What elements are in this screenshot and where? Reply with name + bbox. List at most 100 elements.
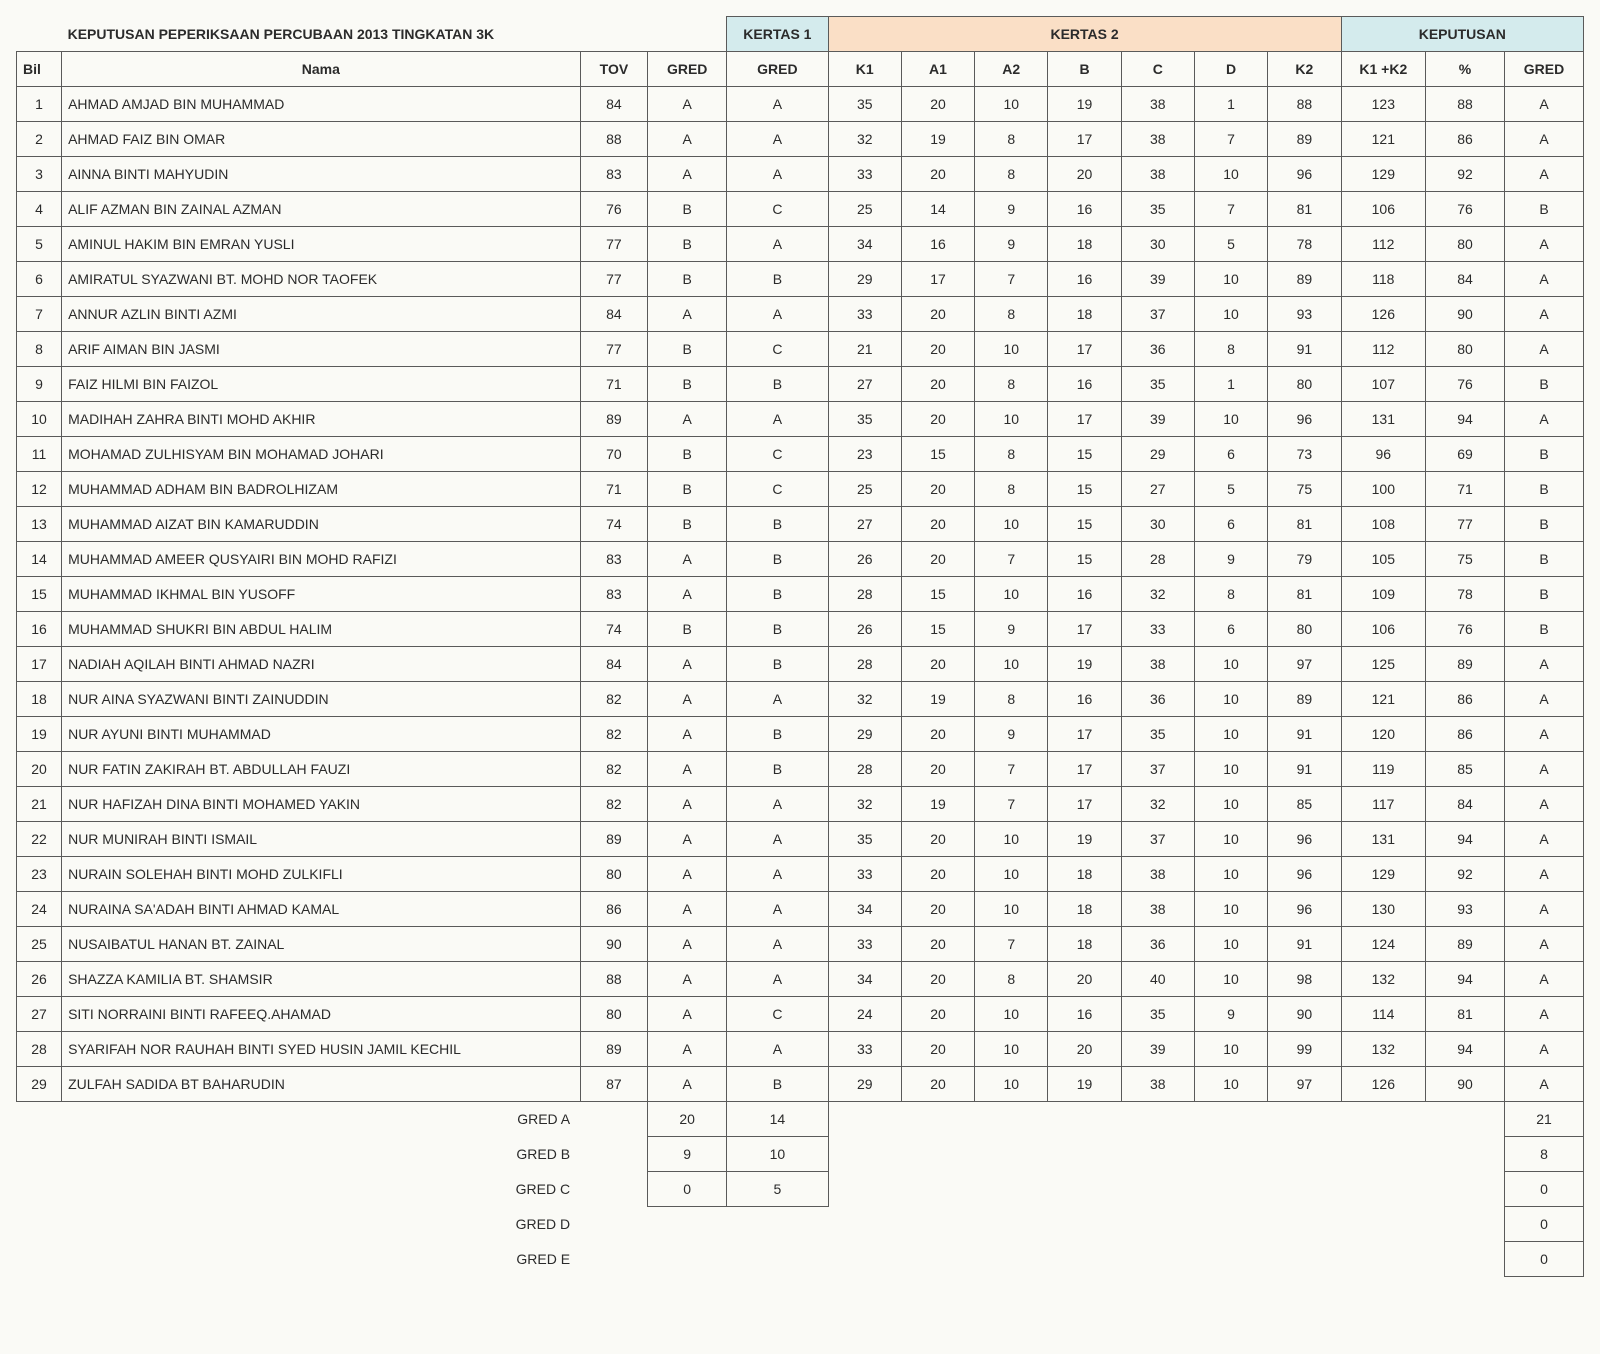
col-c: C — [1121, 52, 1194, 87]
cell-k1: 33 — [828, 297, 901, 332]
cell-fg: A — [1504, 997, 1583, 1032]
cell-k1g: C — [727, 332, 828, 367]
cell-tg: A — [648, 857, 727, 892]
cell-k1g: A — [727, 682, 828, 717]
cell-b: 16 — [1048, 192, 1121, 227]
cell-bil: 10 — [17, 402, 62, 437]
cell-tov: 77 — [580, 227, 648, 262]
cell-c: 38 — [1121, 857, 1194, 892]
cell-pct: 84 — [1426, 262, 1505, 297]
cell-a1: 20 — [901, 717, 974, 752]
cell-k1g: B — [727, 612, 828, 647]
cell-tov: 83 — [580, 542, 648, 577]
cell-fg: A — [1504, 682, 1583, 717]
cell-bil: 27 — [17, 997, 62, 1032]
cell-k1: 26 — [828, 612, 901, 647]
cell-d: 1 — [1194, 87, 1267, 122]
page-title: KEPUTUSAN PEPERIKSAAN PERCUBAAN 2013 TIN… — [62, 17, 727, 52]
cell-a1: 19 — [901, 122, 974, 157]
summary-k1-a: 14 — [727, 1102, 828, 1137]
cell-bil: 16 — [17, 612, 62, 647]
summary-label: GRED E — [62, 1242, 581, 1277]
cell-sum: 112 — [1341, 227, 1426, 262]
cell-a2: 10 — [975, 87, 1048, 122]
cell-name: NUR AINA SYAZWANI BINTI ZAINUDDIN — [62, 682, 581, 717]
cell-a2: 10 — [975, 997, 1048, 1032]
cell-k2: 79 — [1268, 542, 1341, 577]
cell-fg: A — [1504, 402, 1583, 437]
cell-k1g: A — [727, 857, 828, 892]
cell-name: AHMAD FAIZ BIN OMAR — [62, 122, 581, 157]
cell-tg: A — [648, 717, 727, 752]
cell-d: 10 — [1194, 262, 1267, 297]
cell-tov: 84 — [580, 647, 648, 682]
col-pct: % — [1426, 52, 1505, 87]
cell-sum: 106 — [1341, 612, 1426, 647]
cell-k2: 81 — [1268, 507, 1341, 542]
cell-a1: 15 — [901, 577, 974, 612]
cell-sum: 112 — [1341, 332, 1426, 367]
table-row: 20NUR FATIN ZAKIRAH BT. ABDULLAH FAUZI82… — [17, 752, 1584, 787]
cell-name: AINNA BINTI MAHYUDIN — [62, 157, 581, 192]
cell-a2: 10 — [975, 892, 1048, 927]
cell-b: 15 — [1048, 542, 1121, 577]
cell-name: MADIHAH ZAHRA BINTI MOHD AKHIR — [62, 402, 581, 437]
cell-a2: 10 — [975, 1067, 1048, 1102]
cell-fg: A — [1504, 122, 1583, 157]
cell-fg: A — [1504, 227, 1583, 262]
col-gred: GRED — [648, 52, 727, 87]
cell-sum: 107 — [1341, 367, 1426, 402]
cell-b: 17 — [1048, 612, 1121, 647]
table-row: 22NUR MUNIRAH BINTI ISMAIL89AA3520101937… — [17, 822, 1584, 857]
cell-tov: 89 — [580, 1032, 648, 1067]
cell-k1: 34 — [828, 892, 901, 927]
cell-tg: A — [648, 927, 727, 962]
cell-fg: A — [1504, 1032, 1583, 1067]
cell-tg: A — [648, 577, 727, 612]
cell-a1: 20 — [901, 297, 974, 332]
col-a2: A2 — [975, 52, 1048, 87]
cell-name: ALIF AZMAN BIN ZAINAL AZMAN — [62, 192, 581, 227]
cell-bil: 8 — [17, 332, 62, 367]
cell-tg: A — [648, 787, 727, 822]
cell-pct: 92 — [1426, 157, 1505, 192]
cell-k1: 29 — [828, 1067, 901, 1102]
cell-c: 38 — [1121, 1067, 1194, 1102]
cell-b: 16 — [1048, 577, 1121, 612]
cell-d: 8 — [1194, 577, 1267, 612]
cell-name: SITI NORRAINI BINTI RAFEEQ.AHAMAD — [62, 997, 581, 1032]
cell-tov: 82 — [580, 717, 648, 752]
table-row: 27SITI NORRAINI BINTI RAFEEQ.AHAMAD80AC2… — [17, 997, 1584, 1032]
cell-b: 15 — [1048, 472, 1121, 507]
table-row: 2AHMAD FAIZ BIN OMAR88AA3219817387891218… — [17, 122, 1584, 157]
summary-label: GRED A — [62, 1102, 581, 1137]
summary-final-c: 0 — [1504, 1172, 1583, 1207]
cell-sum: 106 — [1341, 192, 1426, 227]
table-row: 13MUHAMMAD AIZAT BIN KAMARUDDIN74BB27201… — [17, 507, 1584, 542]
table-row: 15MUHAMMAD IKHMAL BIN YUSOFF83AB28151016… — [17, 577, 1584, 612]
cell-k1g: A — [727, 227, 828, 262]
cell-a1: 20 — [901, 157, 974, 192]
cell-tg: B — [648, 507, 727, 542]
cell-tg: A — [648, 87, 727, 122]
cell-a2: 10 — [975, 507, 1048, 542]
cell-a2: 8 — [975, 157, 1048, 192]
cell-b: 17 — [1048, 752, 1121, 787]
cell-a1: 20 — [901, 927, 974, 962]
summary-label: GRED B — [62, 1137, 581, 1172]
cell-d: 5 — [1194, 227, 1267, 262]
cell-k1: 34 — [828, 227, 901, 262]
cell-sum: 131 — [1341, 822, 1426, 857]
cell-pct: 81 — [1426, 997, 1505, 1032]
cell-k2: 88 — [1268, 87, 1341, 122]
cell-tg: B — [648, 192, 727, 227]
table-row: 26SHAZZA KAMILIA BT. SHAMSIR88AA34208204… — [17, 962, 1584, 997]
cell-name: NUSAIBATUL HANAN BT. ZAINAL — [62, 927, 581, 962]
cell-pct: 76 — [1426, 367, 1505, 402]
cell-k1g: A — [727, 822, 828, 857]
cell-name: NUR FATIN ZAKIRAH BT. ABDULLAH FAUZI — [62, 752, 581, 787]
cell-k1g: B — [727, 367, 828, 402]
cell-d: 10 — [1194, 1032, 1267, 1067]
cell-tov: 82 — [580, 787, 648, 822]
cell-tg: A — [648, 122, 727, 157]
